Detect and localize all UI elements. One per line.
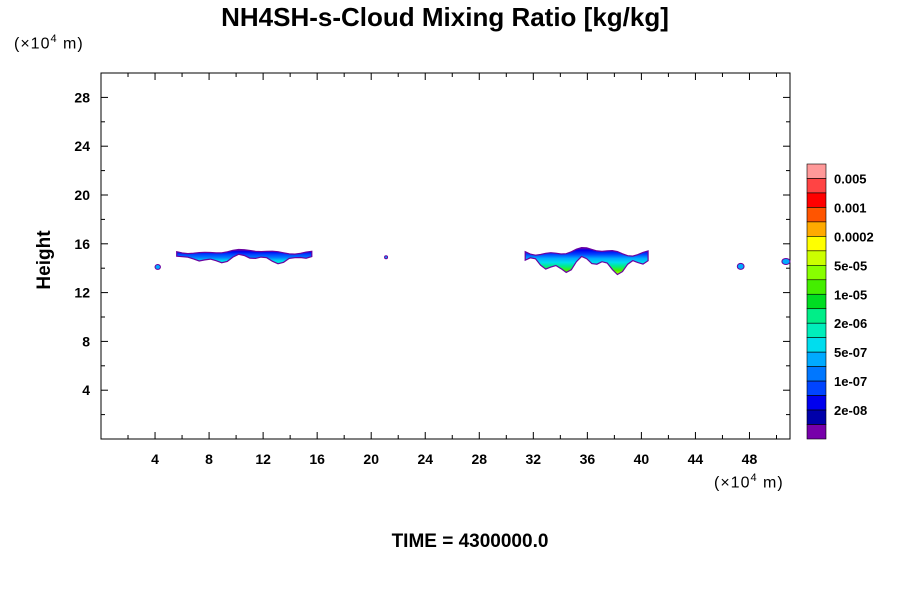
cloud-right: [524, 246, 649, 276]
legend-swatch: [806, 424, 827, 440]
legend-label: 1e-05: [834, 287, 867, 302]
legend-swatch: [806, 163, 827, 179]
y-scale-prefix: (×10: [14, 35, 51, 53]
x-tick-label: 8: [205, 451, 213, 467]
x-tick-label: 20: [363, 451, 379, 467]
x-scale-label: (×104 m): [714, 472, 784, 492]
legend-swatch: [806, 351, 827, 367]
legend-swatch: [806, 337, 827, 353]
x-tick-label: 4: [151, 451, 159, 467]
plot-frame: [100, 72, 791, 440]
y-scale-exponent: 4: [50, 33, 58, 45]
y-scale-label: (×104 m): [14, 33, 84, 53]
x-scale-prefix: (×10: [714, 474, 751, 492]
y-scale-unit: m): [63, 35, 84, 53]
y-tick-label: 28: [74, 89, 90, 105]
y-tick-label: 24: [74, 138, 90, 154]
x-tick-label: 28: [471, 451, 487, 467]
legend-swatch: [806, 192, 827, 208]
x-tick-label: 44: [688, 451, 704, 467]
y-tick-label: 4: [82, 382, 90, 398]
legend-swatch: [806, 293, 827, 310]
legend-swatch: [806, 279, 827, 295]
cloud-left: [176, 248, 313, 265]
legend-swatch: [806, 236, 827, 252]
speck-right: [736, 262, 745, 270]
legend-swatch: [806, 207, 827, 223]
x-tick-label: 32: [526, 451, 542, 467]
time-label: TIME = 4300000.0: [391, 531, 549, 552]
speck-left: [154, 264, 161, 270]
x-tick-label: 12: [255, 451, 271, 467]
legend-label: 1e-07: [834, 374, 867, 389]
legend-swatch: [806, 322, 827, 338]
legend-swatch: [806, 221, 827, 237]
speck-edge: [781, 257, 791, 266]
legend-swatch: [806, 250, 827, 266]
chart-title: NH4SH-s-Cloud Mixing Ratio [kg/kg]: [221, 2, 669, 32]
legend-label: 5e-07: [834, 345, 867, 360]
legend-label: 5e-05: [834, 258, 867, 273]
legend-swatch: [806, 395, 827, 411]
x-tick-label: 16: [309, 451, 325, 467]
y-tick-label: 12: [74, 285, 90, 301]
legend-label: 0.001: [834, 200, 867, 215]
legend-swatch: [806, 380, 827, 396]
y-tick-label: 20: [74, 187, 90, 203]
legend-label: 2e-08: [834, 403, 867, 418]
legend-swatch: [806, 265, 827, 281]
x-tick-label: 24: [417, 451, 433, 467]
x-tick-label: 36: [580, 451, 596, 467]
x-tick-label: 40: [634, 451, 650, 467]
y-tick-label: 16: [74, 236, 90, 252]
legend-swatch: [806, 366, 827, 382]
speck-mid: [384, 255, 389, 260]
legend-label: 0.0002: [834, 229, 874, 244]
x-tick-label: 48: [742, 451, 758, 467]
y-tick-label: 8: [82, 333, 90, 349]
legend-swatch: [806, 409, 827, 425]
legend-label: 2e-06: [834, 316, 867, 331]
legend-swatch: [806, 178, 827, 194]
legend-swatch: [806, 308, 827, 324]
x-scale-unit: m): [763, 474, 784, 492]
legend-label: 0.005: [834, 171, 867, 186]
x-scale-exponent: 4: [750, 472, 758, 484]
